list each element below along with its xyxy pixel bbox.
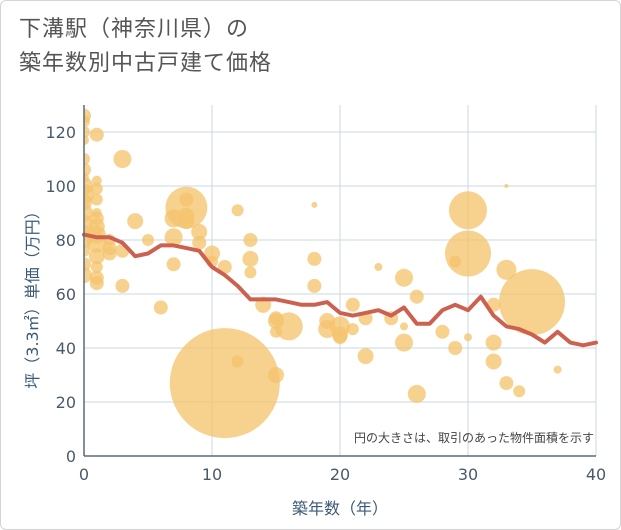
x-tick-label-20: 20: [330, 465, 350, 484]
average-price-line[interactable]: [82, 232, 598, 348]
bubble-64[interactable]: [307, 251, 322, 266]
chart-title: 下溝駅（神奈川県）の 築年数別中古戸建て価格: [19, 13, 272, 81]
bubble-94[interactable]: [513, 385, 526, 398]
y-tick-label-40: 40: [56, 339, 76, 358]
y-tick-label-60: 60: [56, 285, 76, 304]
bubble-37[interactable]: [142, 234, 154, 246]
bubble-43[interactable]: [179, 192, 194, 207]
x-tick-label-40: 40: [586, 465, 606, 484]
bubble-29[interactable]: [89, 276, 104, 291]
bubble-50[interactable]: [217, 260, 232, 274]
bubble-1[interactable]: [78, 115, 90, 128]
bubble-77[interactable]: [395, 268, 413, 287]
bubble-18[interactable]: [91, 175, 102, 186]
bubble-70[interactable]: [333, 330, 347, 345]
bubble-19[interactable]: [90, 182, 103, 195]
bubble-33[interactable]: [113, 150, 132, 168]
bubble-45[interactable]: [178, 213, 195, 230]
x-tick-label-10: 10: [202, 465, 222, 484]
bubble-35[interactable]: [115, 278, 130, 293]
y-tick-label-20: 20: [56, 393, 76, 412]
bubble-93[interactable]: [499, 376, 514, 391]
bubble-3[interactable]: [79, 135, 89, 146]
bubble-87[interactable]: [464, 333, 472, 342]
bubble-46[interactable]: [191, 223, 208, 240]
bubble-79[interactable]: [395, 333, 413, 352]
bubble-52[interactable]: [231, 204, 244, 217]
average-price-line-group: [82, 232, 598, 348]
bubble-53[interactable]: [231, 355, 244, 368]
bubble-40[interactable]: [164, 228, 183, 247]
axes: [83, 105, 596, 457]
bubble-65[interactable]: [307, 278, 322, 293]
bubble-27[interactable]: [90, 261, 103, 273]
bubble-47[interactable]: [192, 235, 207, 250]
bubble-17[interactable]: [89, 127, 104, 142]
bubble-91[interactable]: [504, 184, 509, 188]
bubble-81[interactable]: [407, 384, 426, 403]
bubble-72[interactable]: [346, 323, 359, 336]
y-tick-label-120: 120: [45, 123, 76, 142]
bubble-56[interactable]: [244, 266, 257, 279]
x-tick-label-0: 0: [79, 465, 89, 484]
bubble-63[interactable]: [311, 201, 318, 208]
bubble-32[interactable]: [102, 246, 117, 261]
bubble-4[interactable]: [78, 153, 90, 165]
bubble-51[interactable]: [169, 328, 280, 439]
bubble-80[interactable]: [409, 289, 424, 304]
bubble-85[interactable]: [449, 191, 487, 230]
bubble-size-note: 円の大きさは、取引のあった物件面積を示す: [354, 430, 594, 445]
bubble-41[interactable]: [166, 257, 181, 272]
bubble-54[interactable]: [243, 233, 258, 247]
bubble-89[interactable]: [485, 334, 502, 351]
bubble-75[interactable]: [374, 263, 383, 271]
bubble-42[interactable]: [165, 186, 208, 229]
chart-title-line-2: 築年数別中古戸建て価格: [19, 51, 273, 76]
bubble-61[interactable]: [268, 367, 284, 383]
bubble-38[interactable]: [153, 300, 168, 315]
bubble-20[interactable]: [90, 193, 103, 206]
x-axis-label: 築年数（年）: [292, 499, 388, 518]
bubble-96[interactable]: [553, 365, 562, 374]
bubble-74[interactable]: [357, 348, 374, 365]
x-tick-label-30: 30: [458, 465, 478, 484]
y-tick-label-100: 100: [45, 177, 76, 196]
bubble-86[interactable]: [445, 230, 491, 277]
y-tick-label-0: 0: [66, 447, 76, 466]
bubble-90[interactable]: [485, 353, 502, 370]
bubble-55[interactable]: [242, 250, 259, 267]
bubble-2[interactable]: [78, 126, 90, 138]
bubble-series: [78, 108, 565, 439]
bubble-95[interactable]: [499, 269, 565, 336]
tick-labels: 0 10 20 30 40 0 20 40 60 80 100 120: [45, 123, 606, 484]
bubble-62[interactable]: [274, 312, 303, 341]
bubble-26[interactable]: [88, 248, 105, 265]
bubble-78[interactable]: [400, 322, 408, 331]
y-axis-label: 坪（3.3㎡）単価（万円）: [23, 203, 42, 388]
chart-title-line-1: 下溝駅（神奈川県）の: [19, 17, 250, 42]
bubble-71[interactable]: [345, 297, 360, 312]
bubble-82[interactable]: [435, 324, 450, 339]
y-tick-label-80: 80: [56, 231, 76, 250]
bubble-36[interactable]: [127, 213, 144, 230]
bubble-84[interactable]: [448, 341, 463, 355]
bubble-92[interactable]: [496, 259, 517, 280]
